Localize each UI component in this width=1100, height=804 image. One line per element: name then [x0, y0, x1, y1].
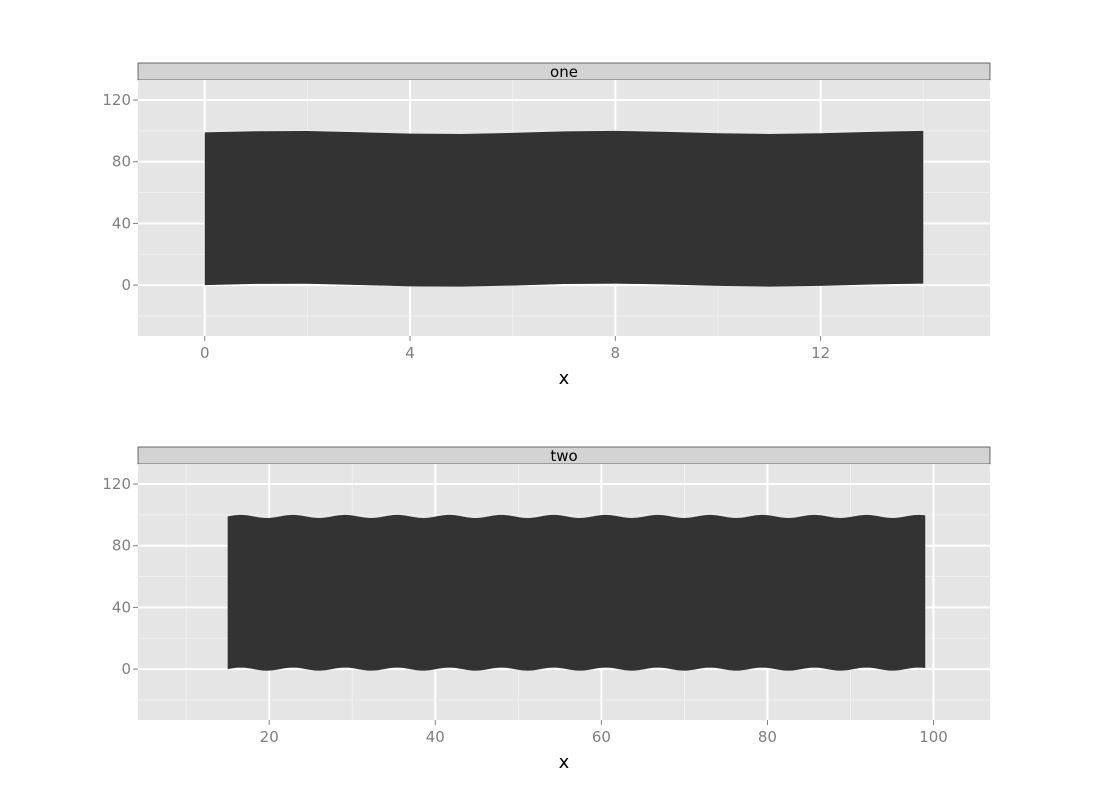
facet-label-one: one	[550, 63, 578, 81]
x-tick-label: 100	[919, 728, 948, 746]
y-tick-label: 0	[121, 276, 131, 294]
x-tick-label: 80	[758, 728, 777, 746]
y-tick-label: 120	[102, 91, 131, 109]
ribbon-area-two	[227, 514, 926, 671]
x-tick-label: 12	[811, 344, 830, 362]
y-tick-label: 40	[112, 598, 131, 616]
y-tick-label: 80	[112, 153, 131, 171]
x-tick-label: 60	[592, 728, 611, 746]
axes-one: 0 40 80 120 0 4 8 12	[102, 91, 830, 362]
facet-label-two: two	[550, 447, 577, 465]
data-layer-two	[227, 514, 926, 671]
x-tick-label: 20	[260, 728, 279, 746]
facet-panel-two: two 0 40 80 120 20 40 60 80 100 x	[102, 446, 991, 773]
data-layer-one	[204, 130, 924, 287]
ribbon-area-one	[204, 130, 924, 287]
y-tick-label: 120	[102, 475, 131, 493]
x-tick-label: 0	[200, 344, 210, 362]
facet-panel-one: one 0 40 80 120 0 4 8 12 x	[102, 62, 991, 389]
y-tick-label: 40	[112, 214, 131, 232]
x-tick-label: 4	[405, 344, 415, 362]
y-tick-label: 0	[121, 660, 131, 678]
x-axis-title-one: x	[559, 368, 570, 389]
y-tick-label: 80	[112, 537, 131, 555]
x-tick-label: 40	[426, 728, 445, 746]
x-tick-label: 8	[611, 344, 621, 362]
x-axis-title-two: x	[559, 752, 570, 773]
axes-two: 0 40 80 120 20 40 60 80 100	[102, 475, 947, 746]
